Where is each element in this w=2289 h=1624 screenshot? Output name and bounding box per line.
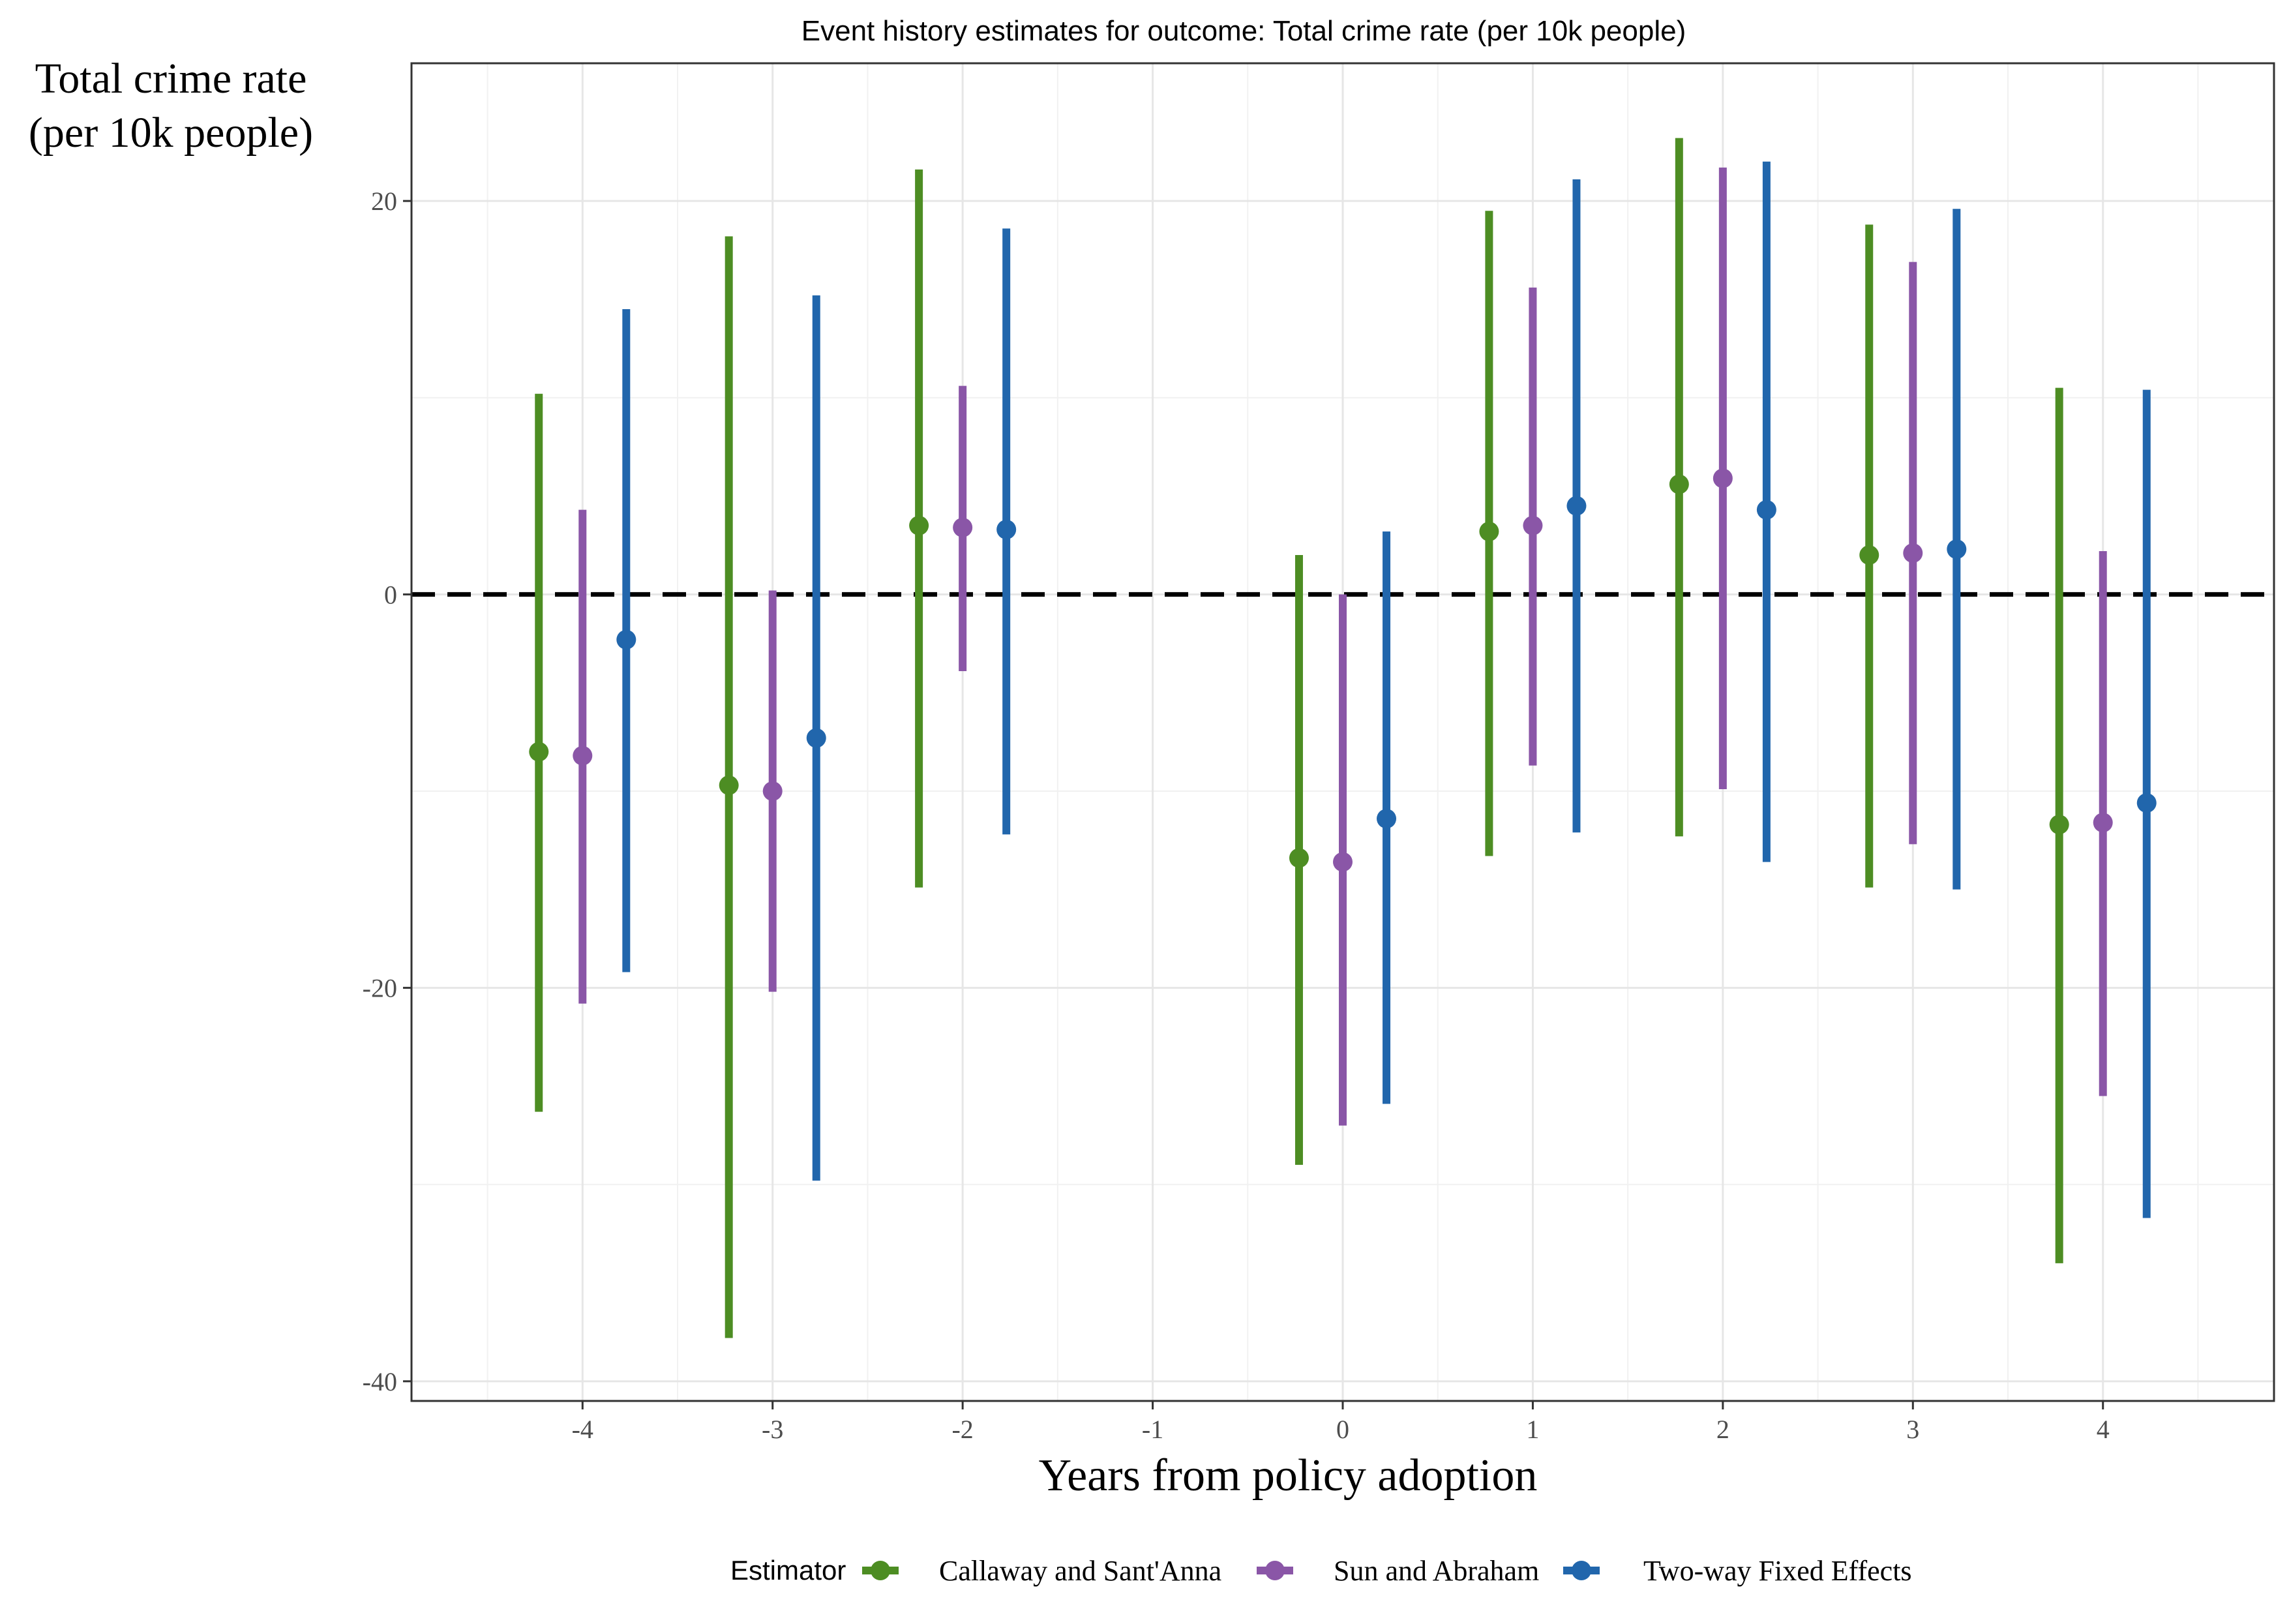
series-layer <box>529 138 2157 1338</box>
legend-item: Two-way Fixed Effects <box>1563 1555 1912 1587</box>
legend: Estimator Callaway and Sant'Anna Sun and … <box>730 1555 1912 1587</box>
point-estimate <box>1523 515 1543 535</box>
legend-label: Sun and Abraham <box>1334 1555 1539 1587</box>
point-estimate <box>529 742 549 762</box>
point-estimate <box>1669 474 1689 494</box>
series-sun-and-abraham <box>573 167 2113 1126</box>
point-estimate <box>1377 809 1397 829</box>
series-two-way-fixed-effects <box>616 161 2157 1218</box>
legend-key-point <box>1265 1561 1285 1580</box>
point-estimate <box>2049 815 2069 835</box>
x-tick-label: 0 <box>1336 1415 1349 1444</box>
legend-item: Sun and Abraham <box>1257 1555 1539 1587</box>
legend-title: Estimator <box>730 1555 846 1586</box>
point-estimate <box>1947 539 1967 559</box>
x-tick-label: 2 <box>1716 1415 1729 1444</box>
point-estimate <box>2136 793 2157 813</box>
x-tick-label: 4 <box>2097 1415 2110 1444</box>
x-tick-label: -1 <box>1142 1415 1163 1444</box>
point-estimate <box>806 728 826 748</box>
x-tick-label: 1 <box>1526 1415 1539 1444</box>
point-estimate <box>953 517 973 537</box>
x-tick-label: -4 <box>572 1415 593 1444</box>
point-estimate <box>1859 545 1879 565</box>
legend-key-point <box>871 1561 890 1580</box>
legend-label: Two-way Fixed Effects <box>1643 1555 1912 1587</box>
y-tick-label: 0 <box>384 580 397 609</box>
y-axis-label-line-1: Total crime rate <box>35 55 307 102</box>
x-tick-label: 3 <box>1906 1415 1919 1444</box>
legend-key-point <box>1572 1561 1591 1580</box>
point-estimate <box>909 515 929 535</box>
point-estimate <box>616 629 636 650</box>
x-tick-label: -2 <box>951 1415 973 1444</box>
chart-title: Event history estimates for outcome: Tot… <box>801 15 1686 47</box>
y-axis-label-line-2: (per 10k people) <box>29 109 313 157</box>
point-estimate <box>762 781 783 801</box>
x-tick-label: -3 <box>762 1415 783 1444</box>
point-estimate <box>1756 500 1776 520</box>
y-tick-label: 20 <box>371 187 397 216</box>
point-estimate <box>573 745 593 766</box>
point-estimate <box>1566 496 1587 516</box>
series-callaway-and-sant-anna <box>529 138 2069 1338</box>
axis-ticks: -4 -3 -2 -1 0 1 2 3 4 -40 -20 0 20 <box>363 187 2110 1444</box>
point-estimate <box>1289 848 1309 868</box>
point-estimate <box>2093 813 2113 833</box>
x-axis-label: Years from policy adoption <box>1039 1451 1538 1501</box>
y-tick-label: -20 <box>363 974 397 1003</box>
point-estimate <box>1903 543 1923 564</box>
point-estimate <box>1479 521 1499 541</box>
point-estimate <box>1713 468 1733 489</box>
legend-label: Callaway and Sant'Anna <box>939 1555 1221 1587</box>
point-estimate <box>1333 852 1353 872</box>
legend-item: Callaway and Sant'Anna <box>862 1555 1221 1587</box>
point-estimate <box>719 775 739 795</box>
y-tick-label: -40 <box>363 1367 397 1396</box>
point-estimate <box>996 519 1017 539</box>
